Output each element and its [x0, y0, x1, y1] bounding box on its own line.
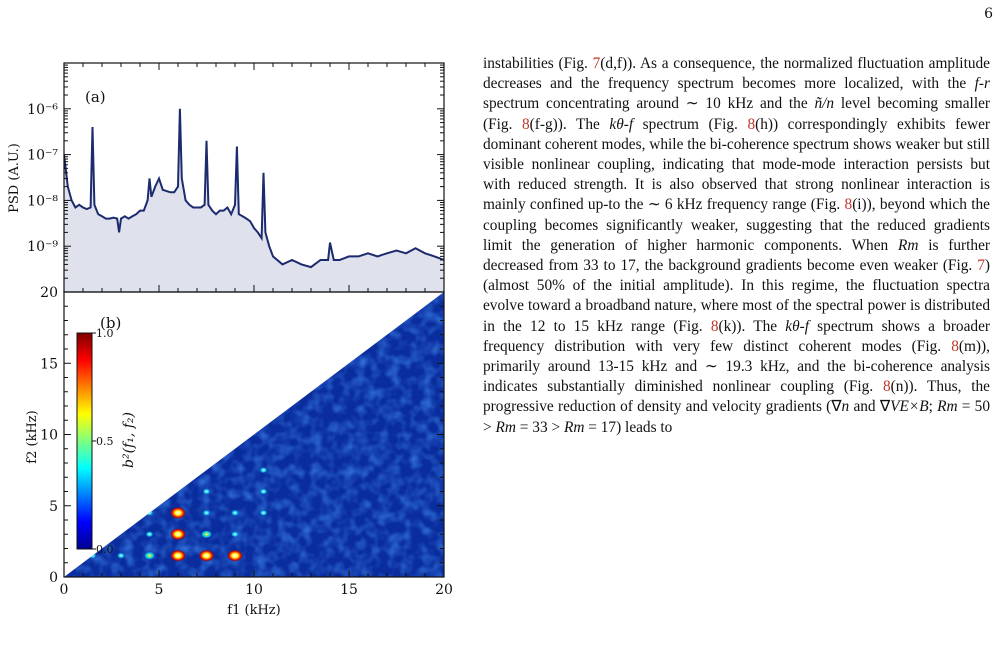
panel-b-y-axis-label: f2 (kHz) [25, 410, 40, 463]
panel-b-x-tick-label: 0 [60, 582, 69, 598]
text-run: ) (almost 50% of the initial amplitude).… [483, 257, 990, 335]
bicoherence-peak [145, 509, 154, 517]
bicoherence-peak [170, 528, 186, 541]
colorbar-tick-label: 0.5 [96, 435, 114, 448]
panel-b-y-tick-label: 10 [40, 428, 58, 444]
panel-a-y-ticks: 10⁻⁹ 10⁻⁸ 10⁻⁷ 10⁻⁶ [27, 64, 444, 293]
text-run: and ∇ [849, 398, 891, 416]
figure-reference-link[interactable]: 7 [592, 55, 601, 72]
math-symbol: r [984, 75, 990, 93]
panel-b-y-ticks: 0 5 10 15 20 [40, 285, 444, 586]
bicoherence-peak [170, 549, 186, 562]
bicoherence-peak [259, 488, 268, 495]
bicoherence-peak [170, 506, 186, 519]
text-run: - [978, 75, 985, 93]
bicoherence-peak [116, 552, 126, 560]
bicoherence-peaks [88, 466, 268, 562]
math-symbol: f [974, 75, 979, 93]
x-axis-label: f1 (kHz) [227, 603, 280, 618]
text-run: (n)). Thus, the progressive reduction of… [483, 378, 990, 416]
figure-reference-link[interactable]: 8 [844, 196, 853, 214]
colorbar-label: b²(f₁, f₂) [121, 412, 137, 468]
colorbar-gradient [76, 332, 93, 550]
math-symbol: Rm [563, 418, 585, 436]
text-run: spectrum (Fig. [633, 115, 748, 133]
panel-b-y-tick-label: 0 [49, 570, 58, 586]
text-run: = 33 > [515, 418, 564, 436]
text-run: spectrum concentrating around ∼ 10 kHz a… [483, 95, 815, 113]
figure-reference-link[interactable]: 8 [951, 337, 959, 355]
figure-reference-link[interactable]: 8 [747, 115, 756, 133]
text-run: spectrum shows a broader frequency distr… [483, 317, 990, 355]
math-symbol: Rm [897, 236, 919, 254]
panel-b-y-tick-label: 20 [40, 285, 58, 301]
bicoherence-peak [144, 551, 155, 560]
bicoherence-peak [202, 509, 211, 517]
math-symbol: Rm [495, 418, 516, 436]
math-symbol: VE×B [890, 398, 929, 416]
bicoherence-peak [259, 466, 268, 474]
panel-b-x-tick-label: 20 [435, 582, 453, 598]
panel-b-y-tick-label: 5 [49, 499, 58, 515]
panel-b-x-tick-label: 15 [340, 582, 358, 598]
math-symbol: Rm [937, 398, 958, 416]
bicoherence-peak [202, 488, 211, 495]
text-run: is further decreased from 33 to 17, the … [483, 236, 990, 275]
psd-area [64, 108, 444, 292]
bicoherence-peak [198, 549, 215, 562]
colorbar-tick-label: 0.0 [96, 543, 114, 556]
panel-a-y-axis-label: PSD (A.U.) [7, 143, 22, 213]
panel-b-x-tick-label: 10 [245, 582, 263, 598]
text-run: instabilities (Fig. [483, 55, 593, 72]
page-number: 6 [984, 6, 993, 22]
math-symbol: kθ-f [609, 115, 634, 133]
text-run: (m)), primarily around 13-15 kHz and ∼ 1… [483, 337, 990, 396]
text-run: = 17) leads to [584, 418, 673, 436]
text-run: (h)) correspondingly exhibits fewer domi… [483, 115, 991, 214]
panel-a-y-tick-label: 10⁻⁶ [27, 102, 58, 118]
text-run: (f-g)). The [529, 115, 610, 133]
body-text: instabilities (Fig. 7(d,f)). As a conseq… [483, 54, 990, 438]
figure: 10⁻⁹ 10⁻⁸ 10⁻⁷ 10⁻⁶ (a) PSD (A.U.) 0 5 10 15 20… [7, 62, 453, 618]
panel-a-x-ticks [63, 63, 445, 292]
colorbar-ticks: 0.0 0.5 1.0 [92, 327, 114, 556]
bicoherence-peak [230, 530, 240, 538]
figure-reference-link[interactable]: 8 [882, 378, 891, 396]
bicoherence-peak [201, 530, 212, 539]
bicoherence-peak [259, 509, 268, 517]
text-run: (i)), beyond which the coupling becomes … [483, 196, 990, 254]
figure-reference-link[interactable]: 8 [521, 115, 530, 133]
panel-a-y-tick-label: 10⁻⁹ [27, 239, 58, 255]
panel-b-x-tick-label: 5 [155, 582, 164, 598]
math-symbol: kθ-f [785, 317, 809, 335]
panel-b-label: (b) [100, 314, 121, 332]
math-symbol: ñ/n [814, 95, 835, 113]
math-symbol: n [841, 398, 850, 416]
figure-reference-link[interactable]: 7 [977, 257, 985, 275]
bicoherence-peak [230, 509, 240, 517]
bicoherence-peak [145, 530, 154, 538]
text-run: (k)). The [718, 317, 786, 335]
text-run: (d,f)). As a consequence, the normalized… [483, 55, 990, 93]
panel-a-label: (a) [85, 88, 106, 106]
panel-a-y-tick-label: 10⁻⁸ [27, 193, 58, 209]
text-run: = 50 > [483, 398, 990, 436]
panel-b-x-ticks: 0 5 10 15 20 [60, 570, 453, 598]
panel-a: 10⁻⁹ 10⁻⁸ 10⁻⁷ 10⁻⁶ (a) PSD (A.U.) [7, 62, 445, 293]
psd-line [64, 108, 444, 269]
colorbar-tick-label: 1.0 [96, 327, 114, 340]
text-run: ; [928, 398, 938, 416]
panel-b-y-tick-label: 15 [40, 356, 58, 372]
figure-reference-link[interactable]: 8 [710, 317, 719, 335]
bicoherence-peak [227, 549, 243, 562]
text-run: level becoming smaller (Fig. [483, 95, 991, 133]
panel-a-y-tick-label: 10⁻⁷ [27, 148, 58, 164]
colorbar: 0.0 0.5 1.0 b²(f₁, f₂) [76, 327, 137, 556]
